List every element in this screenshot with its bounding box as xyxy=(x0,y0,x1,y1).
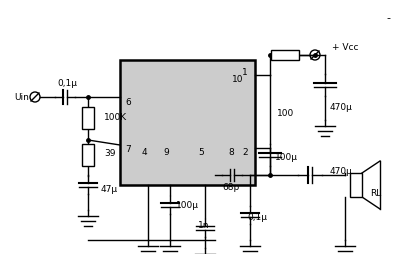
Text: 100μ: 100μ xyxy=(176,200,199,210)
Text: 100K: 100K xyxy=(104,114,127,122)
Bar xyxy=(120,60,255,185)
Text: RL: RL xyxy=(370,189,381,198)
Text: 0,1μ: 0,1μ xyxy=(247,213,267,221)
Text: 9: 9 xyxy=(163,148,169,157)
Text: 39: 39 xyxy=(104,149,116,157)
Text: 8: 8 xyxy=(228,148,234,157)
Text: 1: 1 xyxy=(242,68,248,77)
Bar xyxy=(271,50,299,60)
Bar xyxy=(82,144,94,166)
Text: 6: 6 xyxy=(125,98,131,107)
Text: 68p: 68p xyxy=(222,183,239,192)
Bar xyxy=(350,173,362,197)
Text: 470μ: 470μ xyxy=(330,167,353,177)
Text: 0,1μ: 0,1μ xyxy=(57,78,77,87)
Bar xyxy=(82,107,94,129)
Text: 2: 2 xyxy=(242,148,248,157)
Text: 4: 4 xyxy=(142,148,148,157)
Text: 470μ: 470μ xyxy=(330,103,353,113)
Text: 100: 100 xyxy=(277,108,295,118)
Text: Uin: Uin xyxy=(14,92,30,102)
Text: 100μ: 100μ xyxy=(275,152,298,162)
Text: 10: 10 xyxy=(232,75,244,84)
Text: 47μ: 47μ xyxy=(101,184,118,194)
Text: 7: 7 xyxy=(125,145,131,154)
Text: -: - xyxy=(386,13,390,23)
Text: + Vcc: + Vcc xyxy=(332,43,358,53)
Text: 1n: 1n xyxy=(198,221,210,230)
Text: 5: 5 xyxy=(198,148,204,157)
